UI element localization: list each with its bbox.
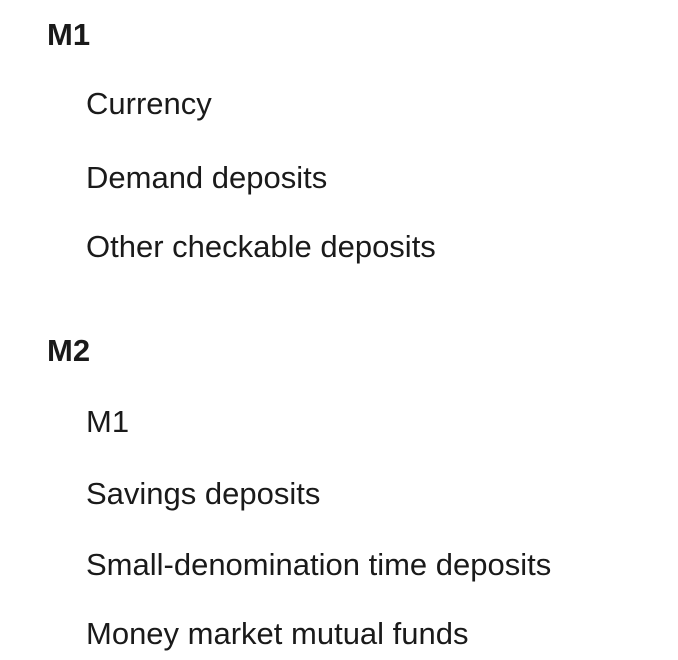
m2-heading: M2 [47, 333, 91, 368]
m1-item-currency: Currency [86, 86, 212, 121]
m1-item-other-checkable-deposits: Other checkable deposits [86, 229, 436, 264]
m2-item-m1: M1 [86, 404, 130, 439]
m2-item-savings-deposits: Savings deposits [86, 476, 321, 511]
m2-item-money-market-mutual-funds: Money market mutual funds [86, 616, 469, 651]
m1-item-demand-deposits: Demand deposits [86, 160, 328, 195]
m1-heading: M1 [47, 17, 91, 52]
m2-item-small-denomination-time-deposits: Small-denomination time deposits [86, 547, 552, 582]
